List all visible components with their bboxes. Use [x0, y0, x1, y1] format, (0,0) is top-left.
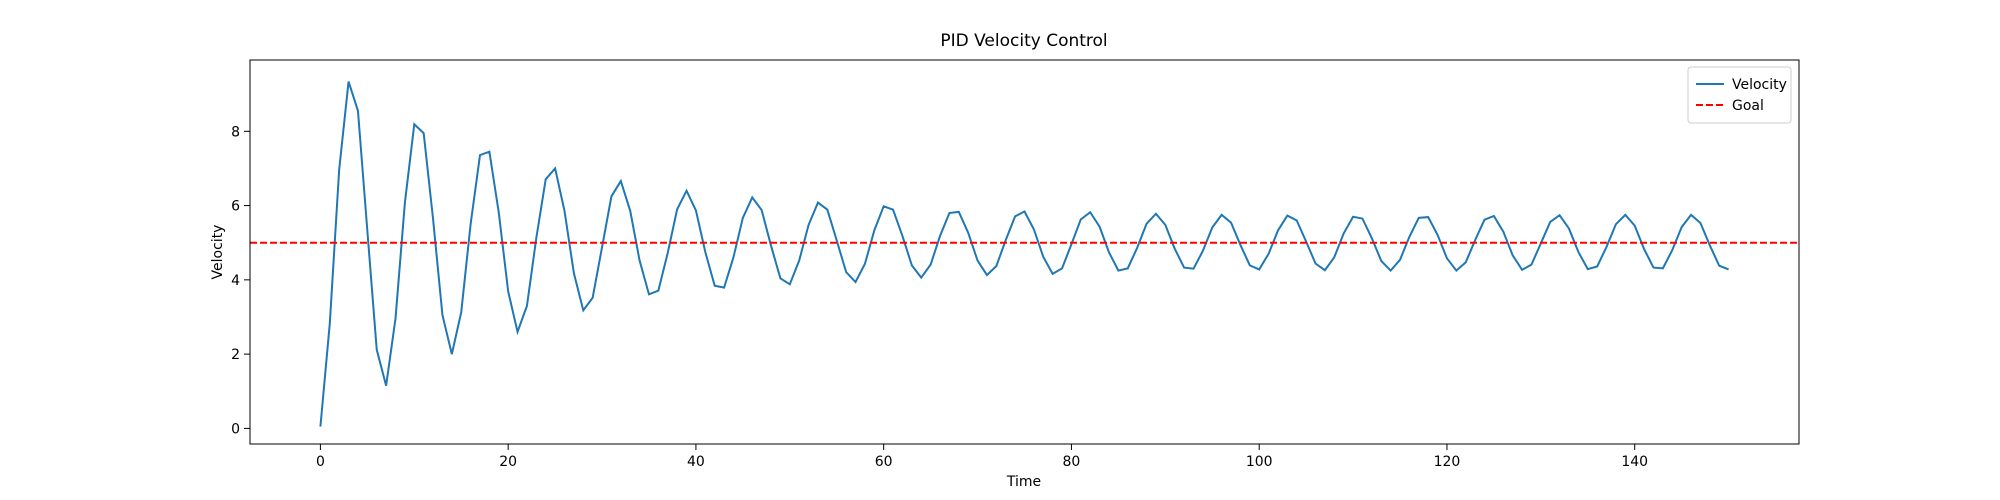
plot-frame	[249, 59, 1800, 445]
x-tick-label: 40	[687, 454, 705, 470]
legend-box	[1687, 66, 1792, 124]
y-tick-label: 0	[231, 421, 240, 437]
x-axis-label: Time	[1006, 474, 1041, 490]
series-line	[319, 81, 1729, 427]
x-tick-label: 0	[316, 454, 325, 470]
x-tick-label: 80	[1063, 454, 1081, 470]
y-tick-label: 2	[231, 347, 240, 363]
legend-label: Velocity	[1732, 77, 1787, 93]
y-tick-label: 8	[231, 124, 240, 140]
y-axis-label: Velocity	[210, 225, 226, 280]
x-tick-label: 140	[1621, 454, 1648, 470]
x-tick-label: 60	[875, 454, 893, 470]
y-tick-label: 4	[231, 273, 240, 289]
x-tick-label: 100	[1246, 454, 1273, 470]
x-tick-label: 120	[1434, 454, 1461, 470]
y-tick-label: 6	[231, 199, 240, 215]
chart-title: PID Velocity Control	[940, 31, 1107, 51]
legend-label: Goal	[1732, 98, 1764, 114]
x-tick-label: 20	[499, 454, 517, 470]
